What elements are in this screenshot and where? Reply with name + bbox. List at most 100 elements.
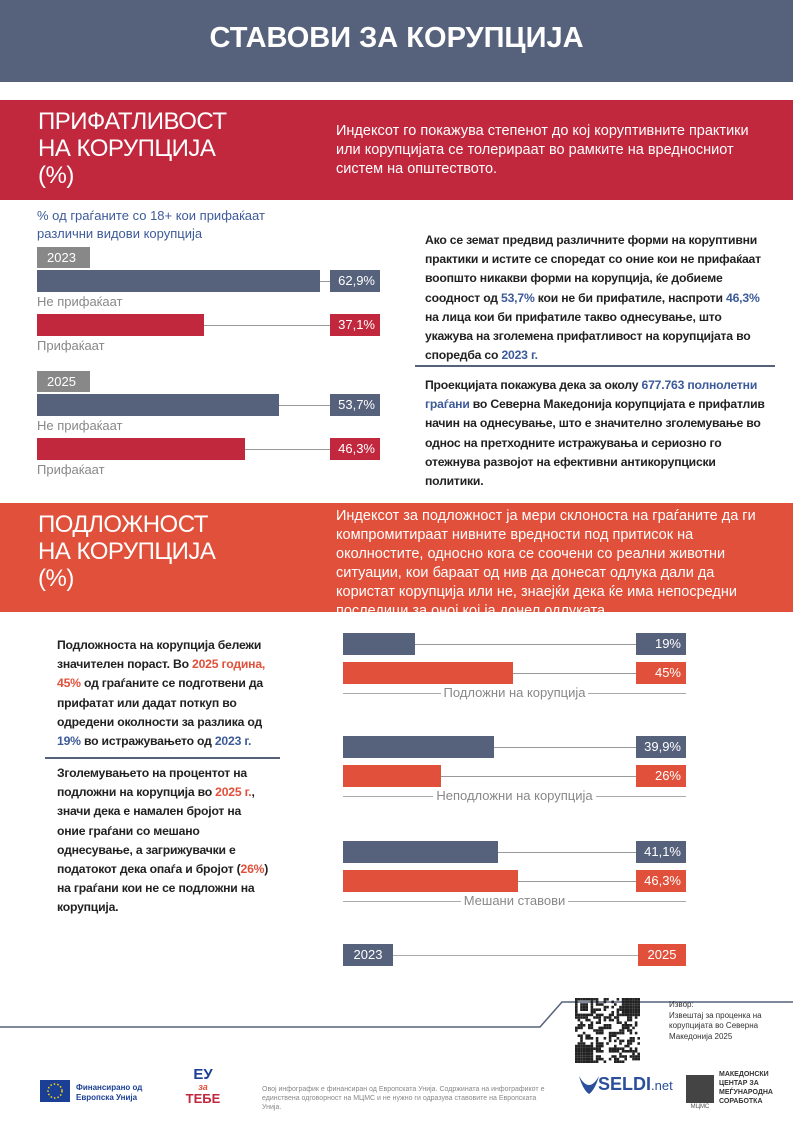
qr-module <box>632 1013 635 1017</box>
eu-funding: Финансирано од Европска Унија <box>76 1083 142 1103</box>
qr-module <box>577 1052 581 1056</box>
qr-module <box>634 1016 638 1019</box>
qr-module <box>598 1044 601 1048</box>
qr-module <box>577 1060 581 1063</box>
qr-module <box>585 1018 588 1022</box>
qr-module <box>582 1005 586 1009</box>
text-run: ) на граѓани кои не се подложни на коруп… <box>57 862 269 915</box>
qr-module <box>608 1016 612 1019</box>
highlight: 46,3% <box>726 290 760 305</box>
seldi-suffix: .net <box>651 1078 673 1093</box>
qr-module <box>598 1050 601 1053</box>
qr-module <box>577 1034 581 1037</box>
qr-module <box>595 1047 599 1050</box>
qr-module <box>627 1018 630 1022</box>
qr-module <box>580 1044 583 1048</box>
qr-module <box>580 1008 583 1011</box>
qr-module <box>595 1008 599 1011</box>
qr-module <box>629 1003 633 1006</box>
qr-module <box>582 1052 586 1056</box>
qr-module <box>634 1005 638 1009</box>
paragraph: Зголемувањето на процентот на подложни н… <box>57 764 272 918</box>
section-band: ПОДЛОЖНОСТ НА КОРУПЦИЈА (%) Индексот за под… <box>0 503 793 619</box>
qr-module <box>585 1034 588 1037</box>
qr-module <box>619 1060 622 1063</box>
bar <box>37 314 204 336</box>
qr-module <box>575 1057 578 1061</box>
qr-module <box>582 1003 586 1006</box>
qr-module <box>624 1013 627 1017</box>
qr-module <box>595 1013 599 1017</box>
qr-module <box>608 1013 612 1017</box>
qr-module <box>575 1047 578 1050</box>
qr-module <box>627 1013 630 1017</box>
qr-module <box>619 1008 622 1011</box>
qr-module <box>627 1026 630 1030</box>
footer-graphics <box>0 998 793 1103</box>
text-run: кои не би прифатиле, наспроти <box>534 290 727 305</box>
qr-module <box>582 1050 586 1053</box>
qr-module <box>632 1026 635 1030</box>
qr-module <box>627 1042 630 1045</box>
qr-module <box>603 1008 607 1011</box>
qr-module <box>624 998 627 1001</box>
qr-module <box>619 1039 622 1043</box>
legend-rule <box>343 955 686 956</box>
qr-module <box>575 1013 578 1017</box>
mcms-line: ЦЕНТАР ЗА <box>719 1080 759 1087</box>
qr-module <box>624 1011 627 1014</box>
qr-module <box>575 1060 578 1063</box>
qr-module <box>580 1021 583 1024</box>
qr-module <box>590 1060 594 1063</box>
qr-module <box>585 1050 588 1053</box>
qr-module <box>616 1008 620 1011</box>
qr-module <box>603 1026 607 1030</box>
seldi-name: SELDI <box>598 1074 652 1094</box>
qr-module <box>603 1037 607 1040</box>
qr-module <box>575 1055 578 1058</box>
qr-module <box>621 1011 625 1014</box>
qr-module <box>621 1008 625 1011</box>
qr-module <box>580 1034 583 1037</box>
qr-module <box>634 1008 638 1011</box>
qr-module <box>624 1021 627 1024</box>
qr-module <box>637 1042 640 1045</box>
eu-za-tebe-logo: ЕУ за ТЕБЕ <box>183 1067 223 1105</box>
qr-module <box>608 1026 612 1030</box>
qr-module <box>632 1008 635 1011</box>
qr-module <box>629 1039 633 1043</box>
source: Извор: Извештај за проценка на корупција… <box>669 1000 769 1042</box>
qr-module <box>595 1037 599 1040</box>
qr-module <box>590 1000 594 1004</box>
qr-module <box>629 1050 633 1053</box>
qr-module <box>588 1024 591 1027</box>
mcms-short: МЦМС <box>690 1104 710 1110</box>
value-label: 53,7% <box>330 394 380 416</box>
qr-module <box>606 1005 609 1009</box>
section-title: (%) <box>38 162 74 189</box>
eu-flag <box>40 1080 70 1102</box>
qr-module <box>575 1003 578 1006</box>
qr-module <box>629 1029 633 1032</box>
highlight: 53,7% <box>501 290 535 305</box>
qr-module <box>629 1037 633 1040</box>
qr-module <box>593 1011 596 1014</box>
qr-module <box>616 1057 620 1061</box>
text-run: на лица кои би прифатиле такво однесувањ… <box>425 309 751 363</box>
qr-module <box>585 1003 588 1006</box>
qr-module <box>614 1016 617 1019</box>
qr-module <box>621 1026 625 1030</box>
qr-module <box>608 1039 612 1043</box>
mcms-line: СОРАБОТКА <box>719 1098 763 1105</box>
qr-module <box>603 1060 607 1063</box>
qr-module <box>637 1057 640 1061</box>
qr-module <box>575 1026 578 1030</box>
qr-module <box>598 1042 601 1045</box>
qr-module <box>611 1050 614 1053</box>
section-title: ПОДЛОЖНОСТ <box>38 511 208 538</box>
value-label: 62,9% <box>330 270 380 292</box>
value-label: 37,1% <box>330 314 380 336</box>
qr-module <box>629 1008 633 1011</box>
qr-module <box>590 1037 594 1040</box>
